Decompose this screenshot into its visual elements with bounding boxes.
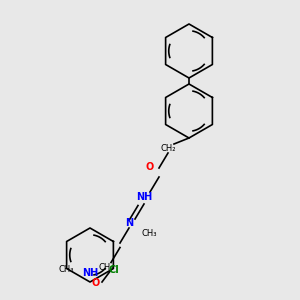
Text: CH₂: CH₂ [160, 144, 176, 153]
Text: O: O [146, 161, 154, 172]
Text: O: O [92, 278, 100, 289]
Text: Cl: Cl [109, 265, 119, 275]
Text: N: N [125, 218, 133, 229]
Text: CH₃: CH₃ [58, 266, 74, 274]
Text: CH₂: CH₂ [99, 262, 114, 272]
Text: CH₃: CH₃ [141, 230, 157, 238]
Text: NH: NH [136, 191, 152, 202]
Text: NH: NH [82, 268, 98, 278]
